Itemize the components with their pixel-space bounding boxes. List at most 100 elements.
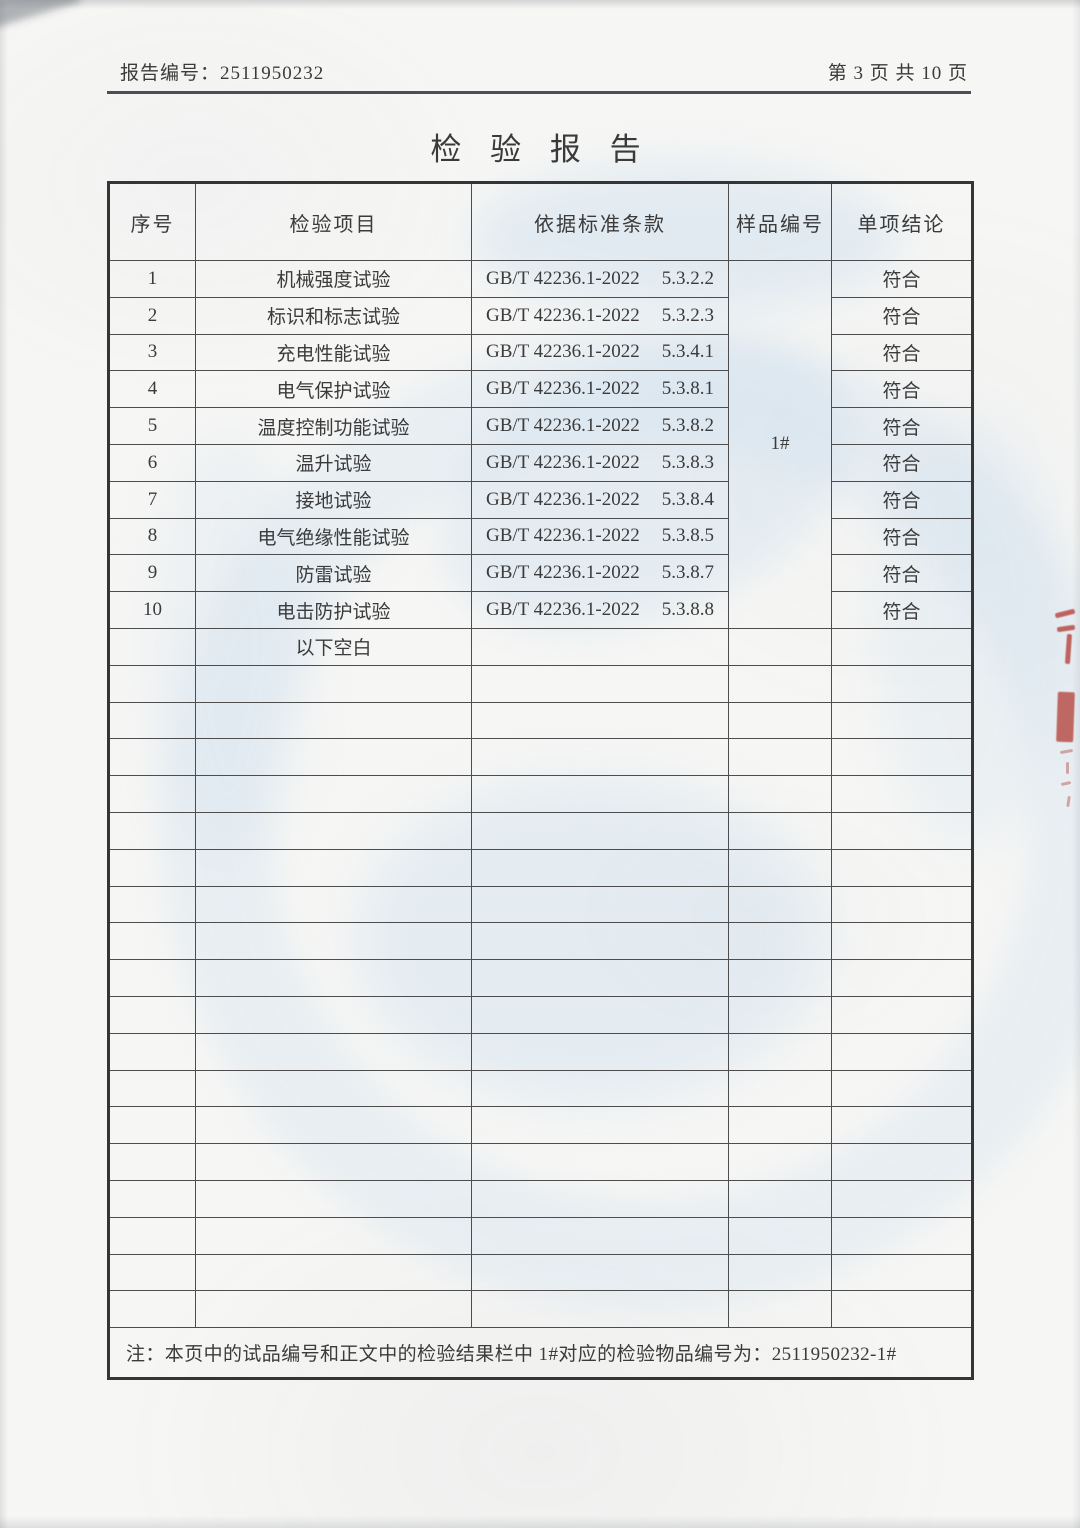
item-cell: 接地试验 bbox=[195, 480, 472, 519]
standard-cell: GB/T 42236.1-2022 5.3.4.1 bbox=[471, 333, 729, 372]
conclusion-cell: 符合 bbox=[831, 480, 973, 519]
empty-cell bbox=[195, 848, 472, 887]
column-header-seq: 序号 bbox=[108, 182, 196, 261]
table-row: 3 充电性能试验 GB/T 42236.1-2022 5.3.4.1 符合 bbox=[108, 333, 973, 372]
table-row: 7 接地试验 GB/T 42236.1-2022 5.3.8.4 符合 bbox=[108, 480, 973, 519]
empty-cell bbox=[728, 885, 832, 924]
empty-cell bbox=[108, 701, 196, 740]
empty-cell bbox=[108, 738, 196, 777]
item-cell: 电气绝缘性能试验 bbox=[195, 517, 472, 556]
standard-cell: GB/T 42236.1-2022 5.3.8.3 bbox=[471, 443, 729, 482]
standard-clause: 5.3.8.1 bbox=[661, 378, 714, 400]
empty-row bbox=[108, 1179, 973, 1218]
empty-cell bbox=[831, 738, 973, 777]
header-divider bbox=[107, 91, 971, 94]
empty-row bbox=[108, 1290, 973, 1329]
seq-cell: 5 bbox=[108, 407, 196, 445]
empty-cell bbox=[195, 1179, 472, 1218]
column-header-standard: 依据标准条款 bbox=[471, 182, 729, 261]
empty-row bbox=[108, 701, 973, 740]
empty-cell bbox=[108, 664, 196, 703]
empty-cell bbox=[195, 775, 472, 813]
empty-cell bbox=[108, 1143, 196, 1181]
empty-cell bbox=[195, 959, 472, 997]
seq-cell: 8 bbox=[108, 517, 196, 556]
conclusion-cell: 符合 bbox=[831, 296, 973, 335]
standard-clause: 5.3.8.4 bbox=[661, 488, 714, 510]
empty-cell bbox=[108, 1069, 196, 1108]
standard-clause: 5.3.2.3 bbox=[661, 304, 714, 326]
standard-clause: 5.3.8.7 bbox=[661, 562, 714, 584]
column-header-conclusion: 单项结论 bbox=[831, 182, 973, 261]
empty-cell bbox=[108, 1179, 196, 1218]
empty-cell bbox=[728, 627, 832, 666]
empty-cell bbox=[195, 811, 472, 850]
standard-cell: GB/T 42236.1-2022 5.3.2.3 bbox=[471, 296, 729, 335]
empty-row bbox=[108, 1143, 973, 1181]
item-cell: 充电性能试验 bbox=[195, 333, 472, 372]
standard-cell: GB/T 42236.1-2022 5.3.2.2 bbox=[471, 260, 729, 298]
scan-edge-shadow bbox=[1072, 0, 1080, 1528]
page-title: 检 验 报 告 bbox=[430, 132, 650, 167]
empty-row bbox=[108, 1106, 973, 1145]
empty-cell bbox=[471, 995, 729, 1034]
conclusion-cell: 符合 bbox=[831, 554, 973, 593]
empty-row bbox=[108, 1069, 973, 1108]
seq-cell: 10 bbox=[108, 591, 196, 629]
empty-cell bbox=[471, 1290, 729, 1329]
empty-cell bbox=[471, 775, 729, 813]
empty-cell bbox=[195, 1069, 472, 1108]
empty-cell bbox=[195, 701, 472, 740]
empty-cell bbox=[195, 1253, 472, 1292]
empty-cell bbox=[108, 995, 196, 1034]
empty-cell bbox=[831, 811, 973, 850]
standard-number: GB/T 42236.1-2022 bbox=[485, 267, 640, 289]
empty-row bbox=[108, 738, 973, 777]
empty-cell bbox=[195, 1032, 472, 1071]
seq-cell: 7 bbox=[108, 480, 196, 519]
empty-cell bbox=[471, 701, 729, 740]
red-stamp-mark bbox=[1056, 691, 1075, 743]
empty-row bbox=[108, 811, 973, 850]
item-cell: 标识和标志试验 bbox=[195, 296, 472, 335]
empty-cell bbox=[728, 1106, 832, 1145]
standard-number: GB/T 42236.1-2022 bbox=[485, 525, 640, 547]
empty-cell bbox=[108, 1106, 196, 1145]
empty-cell bbox=[108, 627, 196, 666]
seq-cell: 9 bbox=[108, 554, 196, 593]
empty-cell bbox=[471, 922, 729, 961]
empty-cell bbox=[195, 664, 472, 703]
empty-cell bbox=[831, 1069, 973, 1108]
empty-cell bbox=[471, 1179, 729, 1218]
empty-cell bbox=[728, 1290, 832, 1329]
empty-cell bbox=[831, 1143, 973, 1181]
standard-number: GB/T 42236.1-2022 bbox=[485, 562, 640, 584]
empty-cell bbox=[471, 1253, 729, 1292]
empty-cell bbox=[728, 775, 832, 813]
empty-cell bbox=[471, 738, 729, 777]
table-row: 8 电气绝缘性能试验 GB/T 42236.1-2022 5.3.8.5 符合 bbox=[108, 517, 973, 556]
empty-cell bbox=[728, 995, 832, 1034]
standard-cell: GB/T 42236.1-2022 5.3.8.1 bbox=[471, 370, 729, 409]
empty-row bbox=[108, 1253, 973, 1292]
scan-edge-shadow bbox=[0, 0, 8, 1528]
empty-cell bbox=[831, 885, 973, 924]
empty-cell bbox=[108, 848, 196, 887]
empty-cell bbox=[831, 995, 973, 1034]
scan-edge-shadow bbox=[0, 0, 1080, 9]
empty-cell bbox=[108, 885, 196, 924]
empty-cell bbox=[195, 995, 472, 1034]
empty-cell bbox=[728, 1143, 832, 1181]
empty-cell bbox=[471, 959, 729, 997]
empty-cell bbox=[831, 848, 973, 887]
table-row: 10 电击防护试验 GB/T 42236.1-2022 5.3.8.8 符合 bbox=[108, 591, 973, 629]
item-cell: 电气保护试验 bbox=[195, 370, 472, 409]
empty-cell bbox=[831, 664, 973, 703]
empty-cell bbox=[831, 922, 973, 961]
empty-cell bbox=[728, 701, 832, 740]
item-cell: 电击防护试验 bbox=[195, 591, 472, 629]
seq-cell: 3 bbox=[108, 333, 196, 372]
seq-cell: 6 bbox=[108, 443, 196, 482]
empty-cell bbox=[108, 922, 196, 961]
conclusion-cell: 符合 bbox=[831, 260, 973, 298]
